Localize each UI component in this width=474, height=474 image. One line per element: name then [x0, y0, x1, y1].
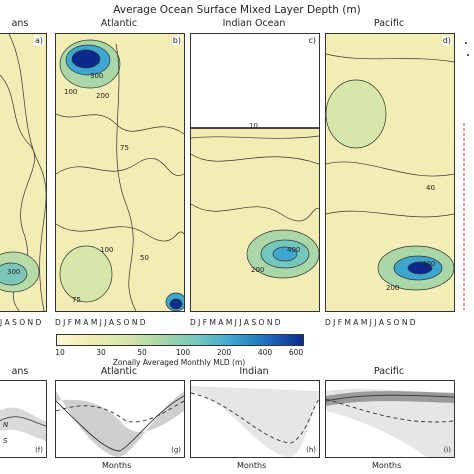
panel-title-b: Atlantic	[100, 18, 138, 29]
colorbar-tick: 200	[216, 348, 232, 357]
panel-label-a: a)	[33, 36, 44, 45]
contour-label: 400	[422, 260, 436, 268]
xlabel-h: Months	[237, 461, 267, 470]
dot	[467, 54, 469, 56]
shaded-band	[191, 386, 319, 457]
shaded-band	[0, 407, 46, 441]
heatmap-panel-d: d) 40 400 200	[325, 33, 455, 312]
month-ticks-b: D J F M A M J J A S O N D	[55, 318, 146, 327]
contour-fill	[272, 246, 298, 262]
series-line-dashed	[56, 400, 184, 423]
heatmap-panel-c: c) 10 400 200	[190, 33, 320, 312]
contour-fill	[169, 298, 183, 310]
line-g-svg	[56, 391, 184, 457]
month-ticks-a: J A S O N D	[0, 318, 42, 327]
series-line	[326, 394, 454, 402]
line-f-svg	[0, 407, 46, 441]
legend-letter-n: N	[3, 421, 9, 429]
contour-label: 50	[140, 254, 149, 262]
colorbar-tick: 600	[288, 348, 304, 357]
contour-line	[326, 161, 454, 177]
contour-fill	[326, 79, 387, 149]
colorbar-tick: 10	[55, 348, 65, 357]
series-line	[0, 416, 46, 427]
bottom-label-h: (h)	[306, 446, 316, 454]
contour-line	[326, 53, 454, 63]
contour-line	[56, 113, 184, 135]
contour-fill	[0, 262, 28, 286]
heatmap-d-svg	[326, 53, 454, 291]
contour-line	[326, 210, 454, 218]
contour-line	[8, 34, 46, 311]
colorbar-tick: 50	[137, 348, 147, 357]
legend-letter-s: S	[3, 437, 8, 445]
contour-fill	[59, 245, 113, 303]
line-panel-g: (g)	[55, 380, 185, 458]
contour-line	[191, 153, 319, 165]
contour-label: 10	[249, 122, 258, 130]
bottom-title-h: Indian	[239, 366, 269, 377]
line-h-svg	[191, 386, 319, 457]
no-data-area	[191, 34, 319, 128]
heatmap-a-svg	[0, 34, 46, 311]
bottom-title-g: Atlantic	[100, 366, 138, 377]
contour-fill	[71, 49, 101, 69]
contour-label: 200	[251, 266, 265, 274]
bottom-title-f: ans	[11, 366, 29, 377]
panel-label-c: c)	[307, 36, 317, 45]
colorbar-label: Zonally Averaged Monthly MLD (m)	[112, 358, 246, 367]
panel-title-d: Pacific	[373, 18, 405, 29]
heatmap-b-svg	[56, 39, 184, 311]
contour-line	[56, 223, 184, 242]
bottom-label-g: (g)	[171, 446, 181, 454]
colorbar	[56, 334, 304, 346]
side-strip	[463, 42, 469, 310]
colorbar-tick: 30	[96, 348, 106, 357]
bottom-label-f: (f)	[35, 446, 43, 454]
bottom-title-i: Pacific	[373, 366, 405, 377]
contour-label: 40	[426, 184, 435, 192]
contour-label: 100	[100, 246, 114, 254]
contour-label: 200	[96, 92, 110, 100]
series-line-dashed	[191, 392, 319, 444]
figure-title: Average Ocean Surface Mixed Layer Depth …	[113, 4, 361, 16]
contour-fill	[407, 261, 433, 275]
series-line-dashed	[326, 398, 454, 423]
series-line	[56, 395, 184, 452]
shaded-band	[326, 388, 454, 457]
heatmap-panel-b: b) 300 200 100 75 50 100 75	[55, 33, 185, 312]
panel-title-a: ans	[11, 18, 29, 29]
xlabel-i: Months	[372, 461, 402, 470]
panel-title-c: Indian Ocean	[222, 18, 286, 29]
contour-label: 200	[386, 284, 400, 292]
contour-label: 400	[287, 246, 301, 254]
contour-line	[191, 135, 319, 139]
contour-line	[56, 157, 184, 176]
dot	[465, 42, 467, 44]
panel-label-b: b)	[171, 36, 182, 45]
line-panel-h: (h)	[190, 380, 320, 458]
heatmap-panel-a: a) 300	[0, 33, 47, 312]
line-panel-f: N S (f)	[0, 380, 47, 458]
colorbar-tick: 100	[175, 348, 191, 357]
bottom-label-i: (i)	[443, 446, 451, 454]
contour-label: 75	[72, 296, 81, 304]
panel-label-d: d)	[441, 36, 452, 45]
line-panel-i: (i)	[325, 380, 455, 458]
colorbar-tick: 400	[257, 348, 273, 357]
contour-line	[191, 203, 319, 222]
xlabel-g: Months	[102, 461, 132, 470]
shaded-band-dark	[326, 391, 454, 406]
heatmap-c-svg	[191, 34, 319, 279]
month-ticks-d: D J F M A M J J A S O N D	[325, 318, 416, 327]
line-i-svg	[326, 388, 454, 457]
contour-label: 300	[7, 268, 21, 276]
contour-label: 300	[90, 72, 104, 80]
contour-line	[115, 43, 137, 311]
month-ticks-c: D J F M A M J J A S O N D	[190, 318, 281, 327]
shaded-band	[56, 391, 184, 457]
contour-label: 100	[64, 88, 78, 96]
contour-label: 75	[120, 144, 129, 152]
